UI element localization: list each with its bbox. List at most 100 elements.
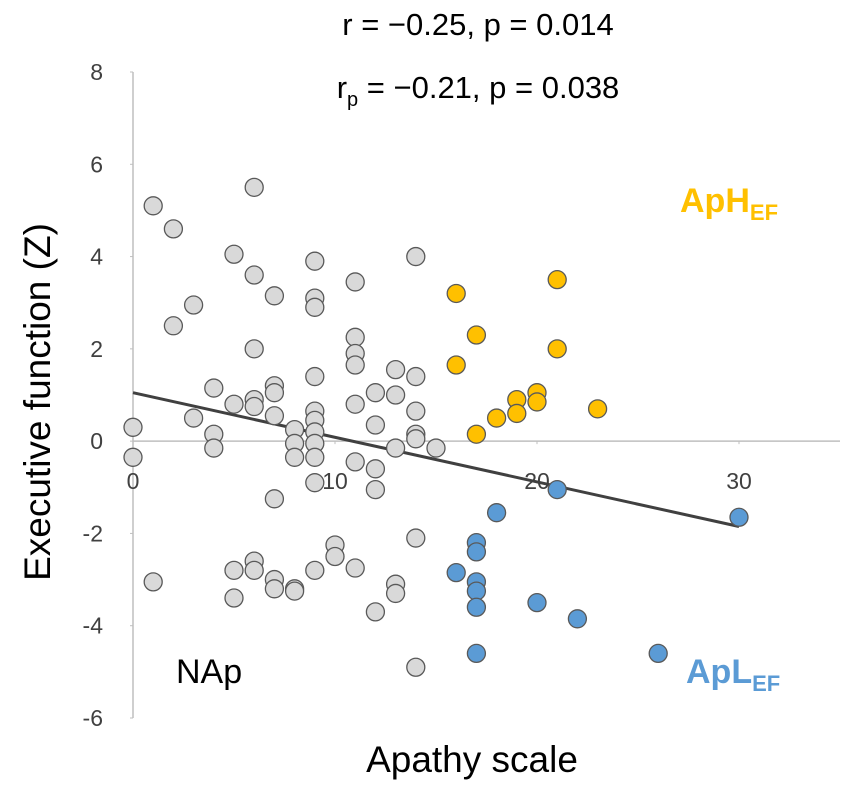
series-label: ApLEF xyxy=(686,653,780,696)
series-name-subscript: EF xyxy=(750,200,778,225)
point xyxy=(547,269,567,290)
point xyxy=(305,297,325,317)
point xyxy=(345,558,365,578)
point xyxy=(507,403,527,424)
point xyxy=(345,355,365,375)
point xyxy=(183,408,204,428)
point xyxy=(183,295,204,315)
point xyxy=(446,563,466,583)
point xyxy=(264,406,285,426)
point xyxy=(284,581,305,601)
point xyxy=(486,408,507,428)
x-tick-label: 0 xyxy=(127,468,140,494)
point xyxy=(587,399,608,419)
y-tick-label: -6 xyxy=(83,705,103,731)
point xyxy=(345,394,365,414)
point xyxy=(406,246,426,267)
point xyxy=(365,602,386,622)
point xyxy=(143,572,163,592)
point xyxy=(305,251,325,271)
point xyxy=(244,339,264,359)
point xyxy=(224,394,244,414)
point xyxy=(365,479,386,500)
y-tick-label: 6 xyxy=(90,151,103,177)
series-label: ApHEF xyxy=(680,182,778,225)
point xyxy=(224,588,244,608)
y-tick-label: 0 xyxy=(90,428,103,454)
point xyxy=(527,592,547,613)
point xyxy=(325,546,345,567)
series-label: NAp xyxy=(176,653,242,691)
point xyxy=(466,597,487,617)
point xyxy=(567,609,588,629)
y-tick-label: 4 xyxy=(90,244,103,270)
point xyxy=(224,560,244,580)
point xyxy=(426,438,446,458)
trend-line xyxy=(132,391,740,528)
point xyxy=(446,283,466,304)
point xyxy=(406,657,426,677)
point xyxy=(123,417,143,437)
point xyxy=(204,378,224,398)
point xyxy=(385,438,406,458)
y-tick-label: 8 xyxy=(90,59,103,85)
point xyxy=(547,339,567,359)
point xyxy=(264,579,285,599)
point xyxy=(365,459,386,479)
point xyxy=(345,452,365,472)
point xyxy=(244,396,264,417)
point xyxy=(365,415,386,435)
x-axis-label: Apathy scale xyxy=(366,739,578,780)
point xyxy=(123,447,143,467)
point xyxy=(244,265,264,285)
point xyxy=(264,489,285,509)
point xyxy=(547,479,567,500)
point xyxy=(527,392,547,412)
point xyxy=(244,177,264,198)
point xyxy=(406,429,426,449)
point xyxy=(305,447,325,467)
point xyxy=(466,542,487,562)
point xyxy=(466,643,487,664)
point xyxy=(385,359,406,380)
point xyxy=(406,528,426,548)
point xyxy=(466,325,487,345)
stat-line: rp = −0.21, p = 0.038 xyxy=(337,70,620,111)
y-tick-label: -2 xyxy=(83,520,103,546)
series-name: ApL xyxy=(686,653,752,691)
point xyxy=(729,507,749,527)
x-tick-label: 10 xyxy=(322,468,348,494)
point xyxy=(143,196,163,216)
point xyxy=(264,383,285,403)
stat-symbol: r xyxy=(337,70,347,105)
point xyxy=(305,366,325,387)
point xyxy=(648,643,668,664)
stat-subscript: p xyxy=(347,89,358,111)
y-tick-label: -4 xyxy=(83,613,104,639)
point xyxy=(163,316,184,336)
point xyxy=(305,560,325,580)
stat-text: = −0.21, p = 0.038 xyxy=(358,70,619,105)
point xyxy=(486,503,507,523)
point xyxy=(284,447,305,467)
point xyxy=(446,355,466,375)
series-name: ApH xyxy=(680,182,750,220)
point xyxy=(163,219,184,239)
point xyxy=(305,473,325,493)
point xyxy=(264,286,285,306)
point xyxy=(345,327,365,347)
point xyxy=(385,385,406,405)
y-axis-label: Executive function (Z) xyxy=(17,223,58,581)
point xyxy=(385,583,406,604)
point xyxy=(244,560,264,580)
series-name: NAp xyxy=(176,653,242,691)
point xyxy=(466,581,487,601)
stat-line: r = −0.25, p = 0.014 xyxy=(342,7,613,42)
point xyxy=(466,424,487,444)
y-tick-label: 2 xyxy=(90,336,103,362)
x-tick-label: 30 xyxy=(726,468,752,494)
point xyxy=(365,383,386,403)
series-name-subscript: EF xyxy=(752,671,780,696)
point xyxy=(406,366,426,387)
